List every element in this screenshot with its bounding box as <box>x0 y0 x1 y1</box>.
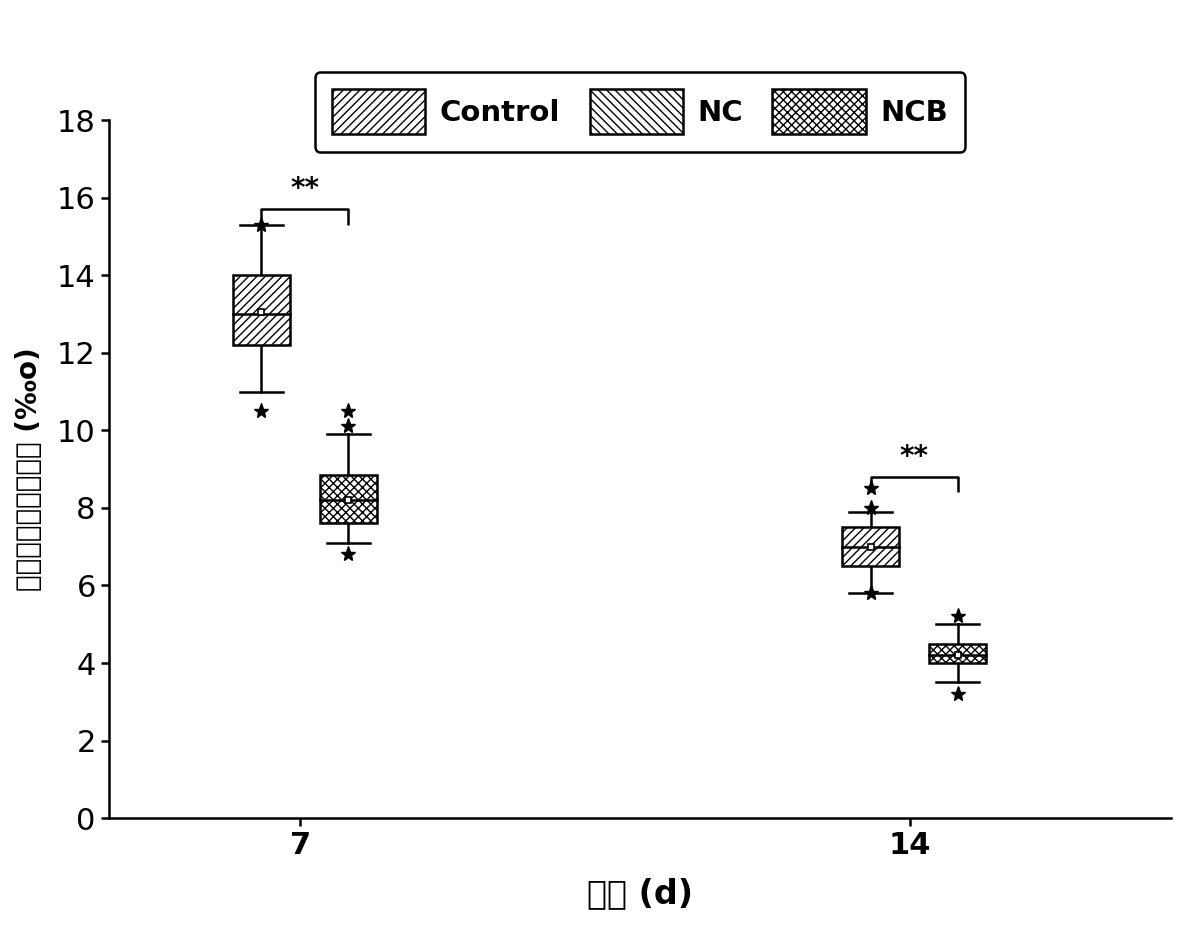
Bar <box>930 644 986 663</box>
Bar <box>232 275 289 345</box>
Text: **: ** <box>900 443 929 471</box>
Bar <box>320 475 377 524</box>
Y-axis label: 蚕豆根尖细胞微核率 (‰o): 蚕豆根尖细胞微核率 (‰o) <box>15 347 43 591</box>
Bar <box>842 527 899 566</box>
Text: **: ** <box>291 176 319 204</box>
Legend: Control, NC, NCB: Control, NC, NCB <box>314 72 965 152</box>
X-axis label: 时间 (d): 时间 (d) <box>587 877 693 910</box>
